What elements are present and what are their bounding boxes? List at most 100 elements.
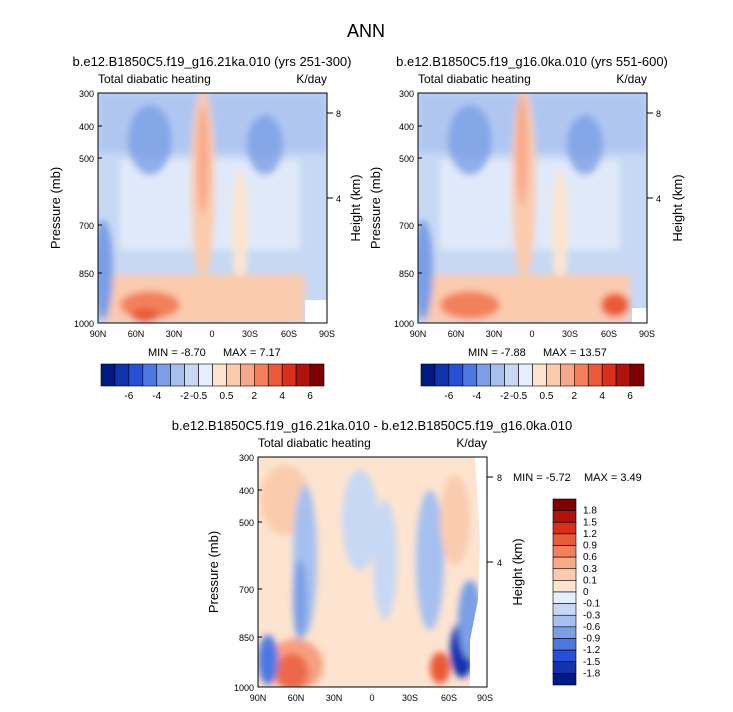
- panel-2-min-value: MIN = -7.88: [468, 347, 526, 359]
- panel-1-subsidence-nh: [128, 105, 172, 175]
- colorbar-tick-label: 0.1: [583, 575, 597, 586]
- colorbar-swatch: [560, 363, 575, 387]
- colorbar-swatch: [552, 649, 577, 663]
- panel-1-height-axis-label: Height (km): [348, 174, 363, 241]
- panel-3-x-tick-label: 60S: [441, 693, 457, 703]
- panel-1-x-tick-label: 90N: [90, 329, 107, 339]
- colorbar-tick-label: 0.3: [583, 564, 597, 575]
- panel-3-warm-column-sh: [440, 475, 470, 565]
- colorbar-tick-label: -4: [472, 391, 481, 402]
- colorbar-swatch: [226, 363, 241, 387]
- colorbar-swatch: [546, 363, 561, 387]
- colorbar-tick-label: 0: [583, 587, 589, 598]
- colorbar-tick-label: 0.9: [583, 541, 597, 552]
- panel-3-height-tick-label: 4: [497, 558, 502, 568]
- colorbar-swatch: [309, 363, 325, 387]
- colorbar-swatch: [552, 673, 577, 686]
- panel-1-x-tick-label: 60S: [281, 329, 297, 339]
- panel-2-tropical-heating-core: [516, 95, 528, 205]
- panel-3-y-tick-label: 1000: [234, 683, 254, 693]
- panel-2-y-tick-label: 400: [399, 122, 414, 132]
- colorbar-swatch: [552, 568, 577, 581]
- colorbar-tick-label: 2: [572, 391, 578, 402]
- colorbar-tick-label: -1.8: [583, 668, 601, 679]
- panel-2-colorbar: -6 -4 -2 -0.5 0.5 2 4 6: [420, 363, 645, 402]
- panel-2-right-ticks: 8 4: [647, 109, 661, 204]
- panel-2-x-tick-label: 60N: [448, 329, 465, 339]
- panel-1-x-tick-label: 90S: [319, 329, 335, 339]
- panel-3-x-tick-label: 30N: [326, 693, 343, 703]
- panel-2-y-ticks: 300 400 500 700 850 1000: [394, 89, 422, 329]
- panel-3-contour-field: [258, 457, 487, 687]
- panel-2-missing-data-sh: [632, 308, 647, 323]
- colorbar-swatch: [281, 363, 297, 387]
- colorbar-swatch: [128, 363, 144, 387]
- panel-2-x-ticks: 90N 60N 30N 0 30S 60S 90S: [410, 329, 655, 339]
- panel-2: b.e12.B1850C5.f19_g16.0ka.010 (yrs 551-6…: [368, 54, 685, 402]
- colorbar-tick-label: -0.1: [583, 599, 601, 610]
- colorbar-tick-label: 6: [627, 391, 633, 402]
- panel-2-subsidence-sh: [567, 115, 603, 175]
- panel-3-cool-column-nh-core: [293, 560, 307, 640]
- panel-3-x-tick-label: 90N: [250, 693, 267, 703]
- panel-2-boundary-layer-peak-nh: [440, 291, 500, 319]
- panel-1-min-value: MIN = -8.70: [148, 347, 206, 359]
- panel-1-height-tick-label: 8: [336, 109, 341, 119]
- panel-3-missing-data-sh: [470, 457, 487, 687]
- panel-2-max-value: MAX = 13.57: [543, 347, 607, 359]
- panel-3-x-tick-label: 90S: [477, 693, 493, 703]
- panel-2-y-axis-label: Pressure (mb): [368, 167, 383, 249]
- panel-3-variable-label: Total diabatic heating: [258, 436, 371, 450]
- colorbar-swatch: [587, 363, 603, 387]
- panel-3-y-tick-label: 400: [239, 486, 254, 496]
- colorbar-swatch: [504, 363, 519, 387]
- colorbar-tick-label: -0.6: [583, 622, 601, 633]
- colorbar-tick-label: -0.3: [583, 610, 601, 621]
- panel-3-y-axis-label: Pressure (mb): [206, 531, 221, 613]
- colorbar-swatch: [552, 603, 577, 616]
- panel-2-units-label: K/day: [616, 72, 647, 86]
- colorbar-swatch: [552, 614, 577, 628]
- panel-1-y-tick-label: 700: [79, 221, 94, 231]
- colorbar-swatch: [552, 626, 577, 639]
- colorbar-tick-label: 4: [279, 391, 285, 402]
- colorbar-swatch: [240, 363, 255, 387]
- panel-1-right-ticks: 8 4: [327, 109, 341, 204]
- colorbar-tick-label: 0.5: [219, 391, 233, 402]
- panel-1-subsidence-sh: [247, 115, 283, 175]
- colorbar-swatch: [156, 363, 171, 387]
- panel-3-x-tick-label: 0: [369, 693, 374, 703]
- panel-2-boundary-layer-peak-sh: [601, 293, 629, 317]
- panel-3-height-tick-label: 8: [497, 473, 502, 483]
- colorbar-tick-label: 0.6: [583, 552, 597, 563]
- panel-2-x-tick-label: 60S: [601, 329, 617, 339]
- panel-1-max-value: MAX = 7.17: [223, 347, 281, 359]
- colorbar-swatch: [420, 363, 436, 387]
- panel-3-y-tick-label: 850: [239, 633, 254, 643]
- colorbar-tick-label: 1.8: [583, 506, 597, 517]
- panel-1-y-tick-label: 1000: [74, 319, 94, 329]
- figure-title: ANN: [347, 21, 385, 41]
- colorbar-tick-label: -1.2: [583, 645, 601, 656]
- panel-3-height-axis-label: Height (km): [510, 538, 525, 605]
- panel-2-height-axis-label: Height (km): [670, 174, 685, 241]
- panel-3-min-value: MIN = -5.72: [513, 472, 571, 484]
- colorbar-swatch: [476, 363, 491, 387]
- panel-3-x-tick-label: 30S: [402, 693, 418, 703]
- panel-2-x-tick-label: 90S: [639, 329, 655, 339]
- colorbar-tick-label: -2: [180, 391, 189, 402]
- panel-3-y-tick-label: 300: [239, 453, 254, 463]
- colorbar-swatch: [552, 556, 577, 570]
- colorbar-tick-label: -0.5: [510, 391, 528, 402]
- panel-3-surface-cool-nh: [258, 635, 278, 685]
- colorbar-tick-label: -6: [444, 391, 453, 402]
- colorbar-swatch: [552, 545, 577, 558]
- colorbar-tick-label: -1.5: [583, 657, 601, 668]
- colorbar-swatch: [295, 363, 311, 387]
- panel-3-x-ticks: 90N 60N 30N 0 30S 60S 90S: [250, 693, 493, 703]
- panel-2-y-tick-label: 700: [399, 221, 414, 231]
- colorbar-swatch: [114, 363, 130, 387]
- panel-1: b.e12.B1850C5.f19_g16.21ka.010 (yrs 251-…: [48, 54, 363, 402]
- colorbar-swatch: [552, 661, 577, 674]
